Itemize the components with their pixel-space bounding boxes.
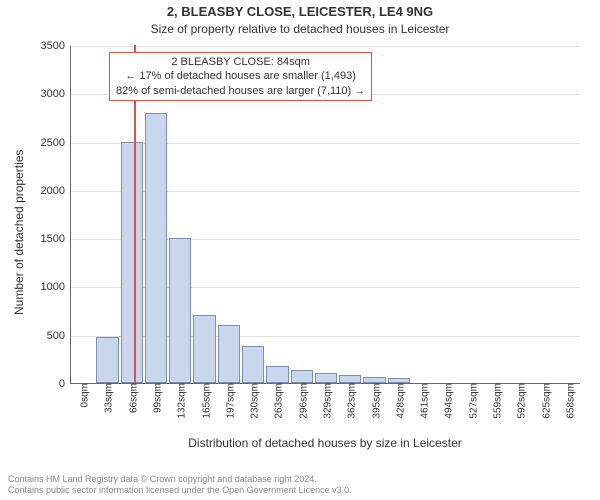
x-tick-label: 625sqm	[537, 383, 552, 419]
footer-line1: Contains HM Land Registry data © Crown c…	[8, 474, 352, 485]
x-tick-label: 494sqm	[440, 383, 455, 419]
y-tick-label: 0	[59, 378, 71, 390]
property-size-histogram: 2, BLEASBY CLOSE, LEICESTER, LE4 9NG Siz…	[0, 0, 600, 500]
histogram-bar	[169, 238, 191, 383]
footer-line2: Contains public sector information licen…	[8, 485, 352, 496]
histogram-bar	[339, 375, 361, 383]
info-box-line: 2 BLEASBY CLOSE: 84sqm	[116, 55, 365, 69]
x-tick-label: 592sqm	[513, 383, 528, 419]
gridline	[71, 46, 580, 47]
chart-title-line1: 2, BLEASBY CLOSE, LEICESTER, LE4 9NG	[0, 4, 600, 19]
x-tick-label: 559sqm	[489, 383, 504, 419]
plot-area: 05001000150020002500300035000sqm33sqm66s…	[70, 46, 580, 384]
x-tick-label: 461sqm	[416, 383, 431, 419]
x-tick-label: 527sqm	[464, 383, 479, 419]
x-tick-label: 132sqm	[173, 383, 188, 419]
x-tick-label: 428sqm	[391, 383, 406, 419]
x-tick-label: 658sqm	[561, 383, 576, 419]
histogram-bar	[315, 373, 337, 383]
y-axis-label: Number of detached properties	[12, 150, 26, 315]
x-tick-label: 99sqm	[149, 383, 164, 413]
property-info-box: 2 BLEASBY CLOSE: 84sqm← 17% of detached …	[109, 52, 372, 101]
x-tick-label: 66sqm	[124, 383, 139, 413]
histogram-bar	[291, 370, 313, 383]
histogram-bar	[96, 337, 118, 383]
y-tick-label: 500	[47, 330, 71, 342]
y-tick-label: 1000	[41, 281, 71, 293]
histogram-bar	[266, 366, 288, 383]
x-tick-label: 165sqm	[197, 383, 212, 419]
histogram-bar	[193, 315, 215, 383]
x-tick-label: 263sqm	[270, 383, 285, 419]
y-tick-label: 1500	[41, 233, 71, 245]
y-tick-label: 2000	[41, 185, 71, 197]
x-tick-label: 197sqm	[221, 383, 236, 419]
histogram-bar	[242, 346, 264, 383]
x-tick-label: 296sqm	[294, 383, 309, 419]
y-tick-label: 3500	[41, 40, 71, 52]
y-tick-label: 2500	[41, 137, 71, 149]
x-tick-label: 395sqm	[367, 383, 382, 419]
x-tick-label: 33sqm	[100, 383, 115, 413]
info-box-line: 82% of semi-detached houses are larger (…	[116, 84, 365, 98]
x-axis-label: Distribution of detached houses by size …	[70, 436, 580, 450]
x-tick-label: 362sqm	[343, 383, 358, 419]
attribution-footer: Contains HM Land Registry data © Crown c…	[8, 474, 352, 497]
x-tick-label: 0sqm	[76, 383, 91, 407]
histogram-bar	[145, 113, 167, 383]
x-tick-label: 230sqm	[246, 383, 261, 419]
info-box-line: ← 17% of detached houses are smaller (1,…	[116, 69, 365, 83]
histogram-bar	[218, 325, 240, 383]
y-tick-label: 3000	[41, 88, 71, 100]
x-tick-label: 329sqm	[319, 383, 334, 419]
histogram-bar	[121, 142, 143, 383]
chart-title-line2: Size of property relative to detached ho…	[0, 22, 600, 36]
